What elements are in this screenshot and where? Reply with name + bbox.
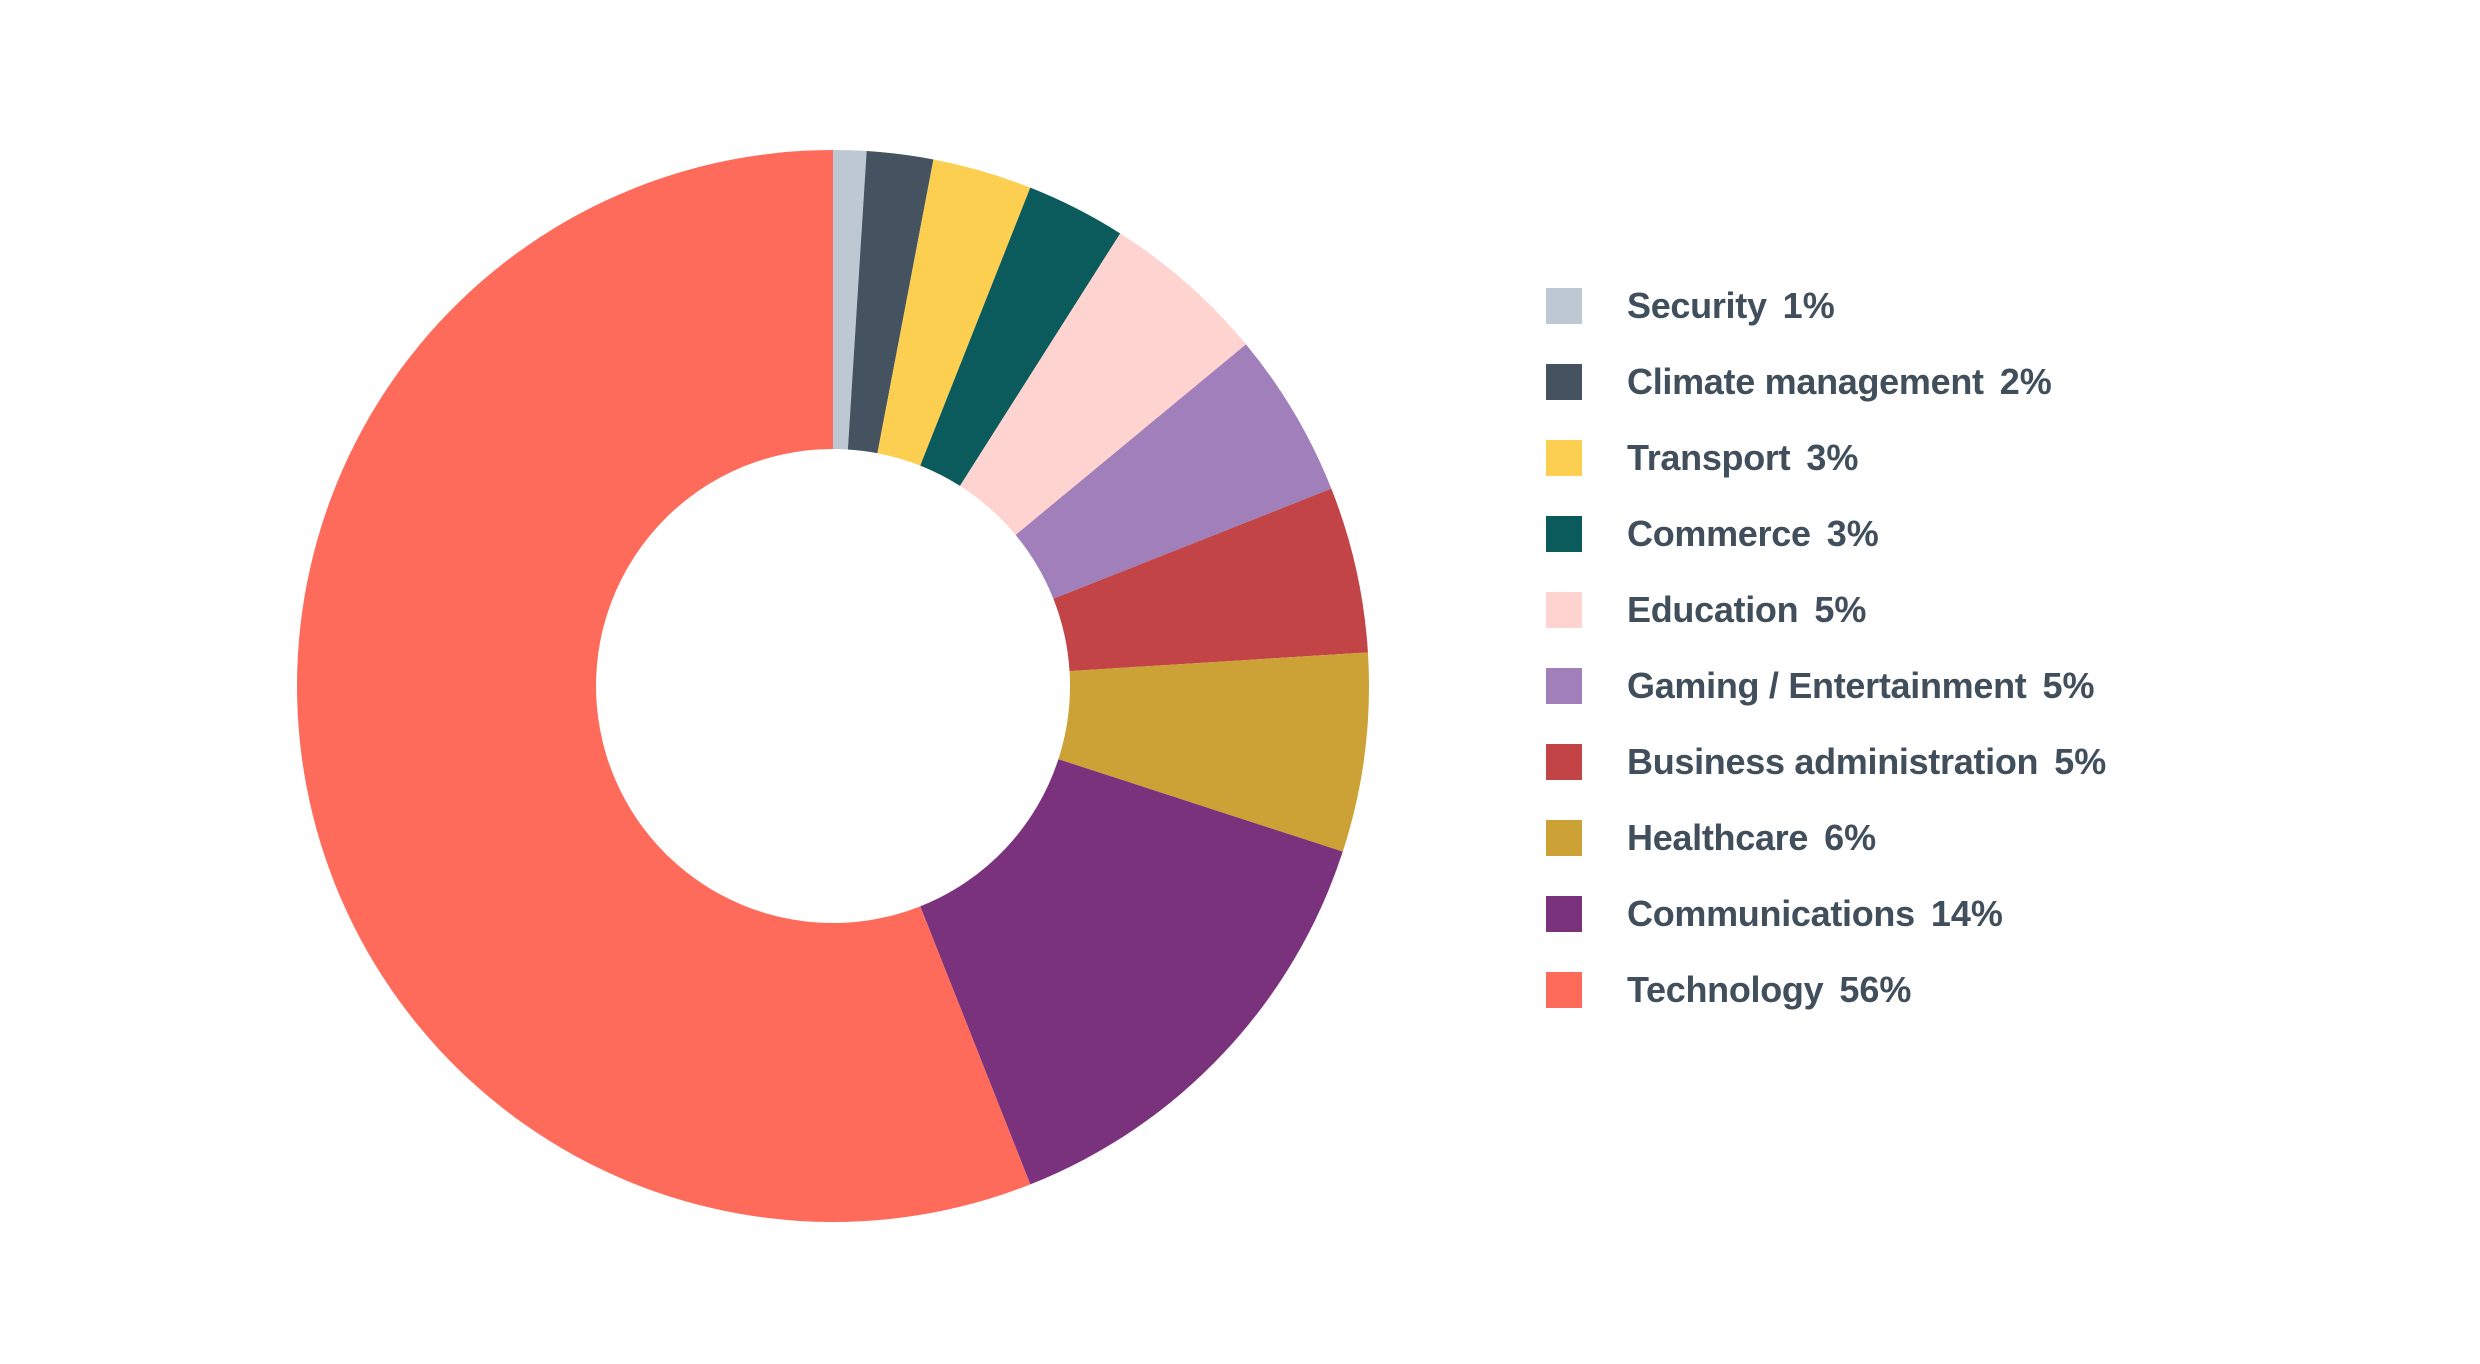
legend-item-transport: Transport 3% [1546, 420, 2346, 496]
legend-value: 2% [1999, 361, 2052, 402]
legend-value: 56% [1839, 969, 1912, 1010]
legend-item-commerce: Commerce 3% [1546, 496, 2346, 572]
legend-value: 3% [1806, 437, 1859, 478]
slice-transport [877, 159, 1031, 466]
slice-gaming-entertainment [1015, 344, 1332, 599]
legend-label: Transport [1627, 437, 1791, 478]
legend-swatch [1546, 592, 1582, 628]
legend-swatch [1546, 820, 1582, 856]
legend-swatch [1546, 288, 1582, 324]
legend-item-climate-management: Climate management 2% [1546, 344, 2346, 420]
legend-swatch [1546, 744, 1582, 780]
slice-climate-management [847, 151, 934, 454]
legend-swatch [1546, 668, 1582, 704]
slice-technology [297, 150, 1031, 1222]
legend-item-technology: Technology 56% [1546, 952, 2346, 1028]
chart-legend: Security 1% Climate management 2% Transport 3… [1546, 268, 2346, 1028]
legend-label: Healthcare [1627, 817, 1809, 858]
legend-item-communications: Communications 14% [1546, 876, 2346, 952]
slice-communications [920, 759, 1343, 1185]
legend-value: 5% [2042, 665, 2095, 706]
legend-value: 5% [2054, 741, 2107, 782]
slice-education [959, 233, 1246, 535]
legend-label: Business administration [1627, 741, 2039, 782]
legend-label: Gaming / Entertainment [1627, 665, 2027, 706]
legend-value: 1% [1782, 285, 1835, 326]
legend-value: 14% [1930, 893, 2003, 934]
legend-value: 3% [1826, 513, 1879, 554]
legend-label: Education [1627, 589, 1799, 630]
slice-commerce [920, 187, 1121, 486]
legend-item-gaming-entertainment: Gaming / Entertainment 5% [1546, 648, 2346, 724]
legend-label: Commerce [1627, 513, 1811, 554]
slice-business-administration [1053, 488, 1368, 672]
slice-security [833, 150, 867, 450]
legend-item-security: Security 1% [1546, 268, 2346, 344]
legend-swatch [1546, 896, 1582, 932]
legend-label: Security [1627, 285, 1767, 326]
legend-swatch [1546, 440, 1582, 476]
legend-item-healthcare: Healthcare 6% [1546, 800, 2346, 876]
legend-item-business-administration: Business administration 5% [1546, 724, 2346, 800]
slice-healthcare [1058, 652, 1369, 852]
legend-swatch [1546, 516, 1582, 552]
donut-slices [297, 150, 1369, 1222]
legend-label: Climate management [1627, 361, 1984, 402]
legend-value: 6% [1824, 817, 1877, 858]
legend-swatch [1546, 364, 1582, 400]
legend-item-education: Education 5% [1546, 572, 2346, 648]
legend-label: Technology [1627, 969, 1824, 1010]
legend-value: 5% [1814, 589, 1867, 630]
legend-label: Communications [1627, 893, 1915, 934]
legend-swatch [1546, 972, 1582, 1008]
